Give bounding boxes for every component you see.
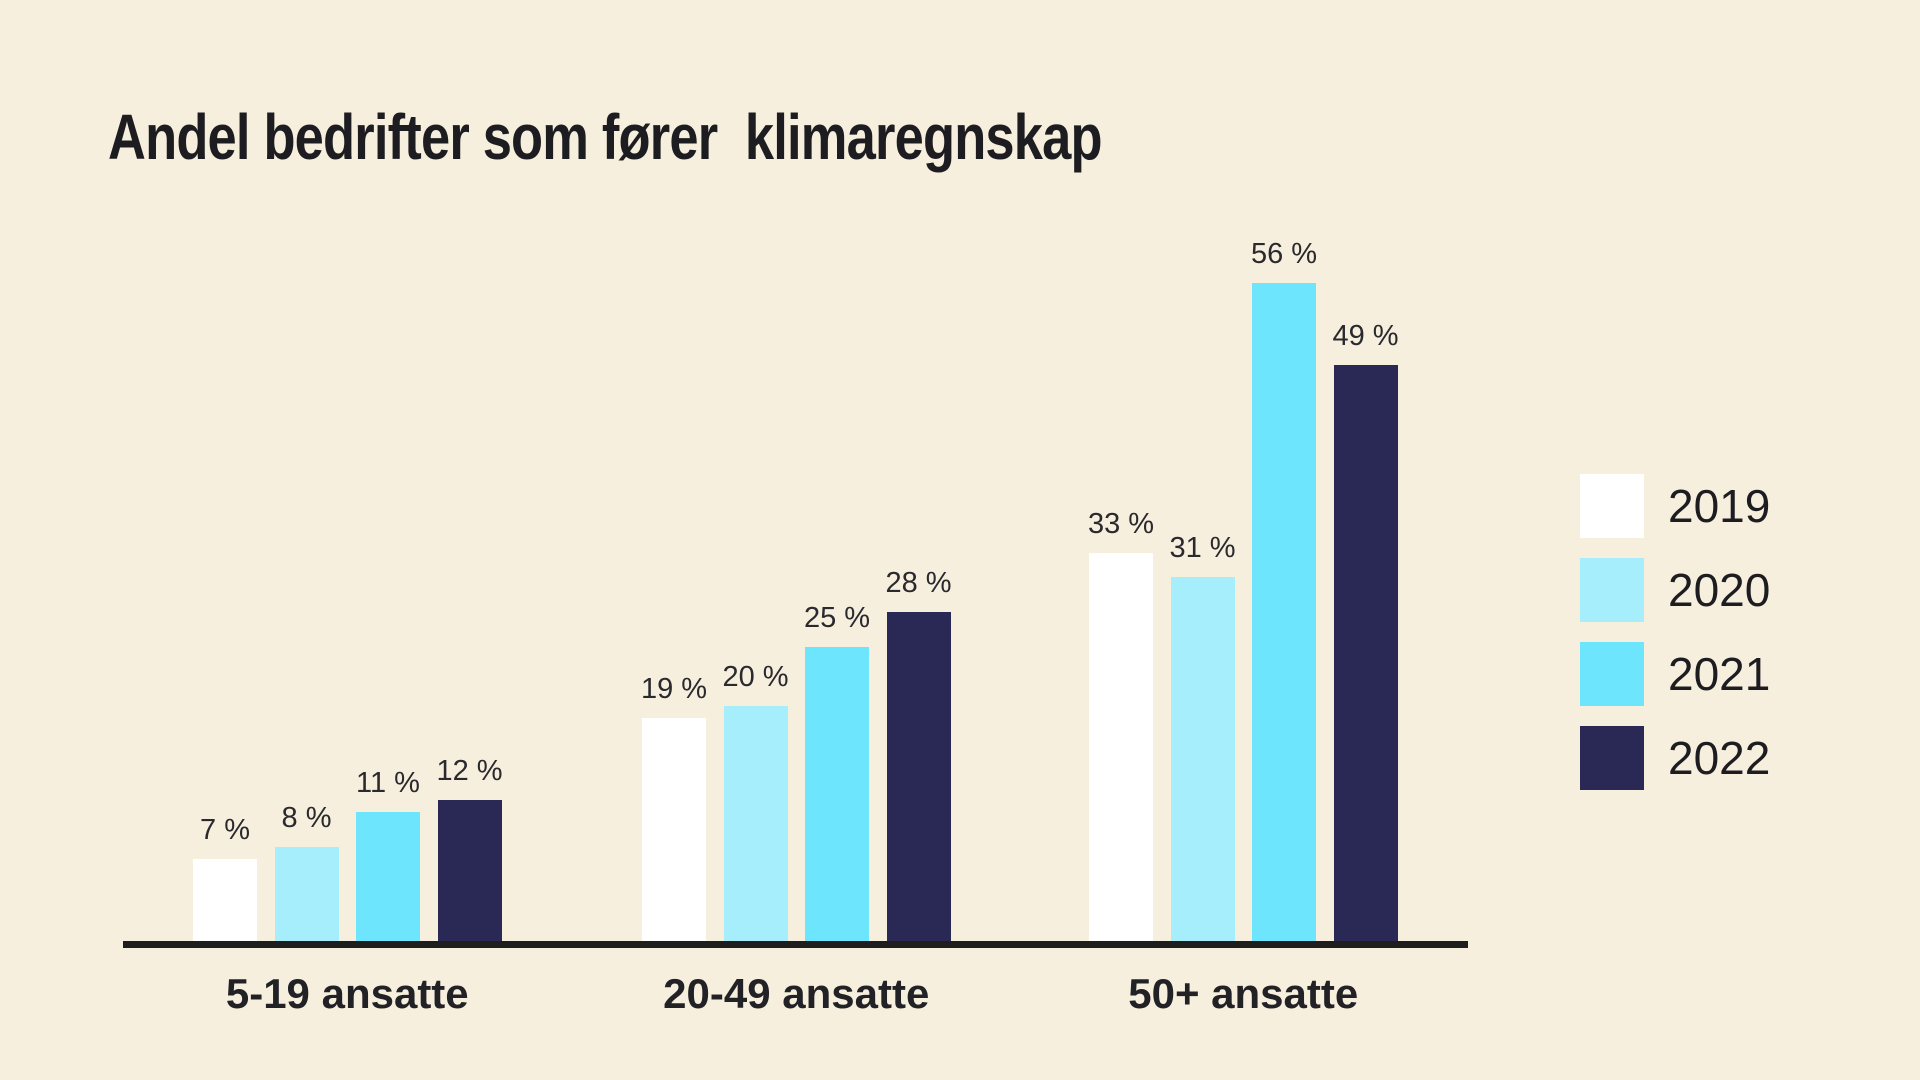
legend-label: 2019 — [1668, 480, 1771, 532]
bar-value-label: 33 % — [1087, 508, 1155, 540]
bar-value-label: 19 % — [640, 673, 708, 705]
legend-swatch — [1580, 558, 1644, 622]
legend-label: 2022 — [1668, 732, 1771, 784]
bar — [437, 800, 502, 941]
x-axis-line — [123, 941, 1468, 948]
bar — [1333, 365, 1398, 941]
bar — [193, 859, 257, 941]
bar — [886, 612, 951, 941]
bar — [805, 647, 869, 941]
legend-label: 2020 — [1668, 564, 1771, 616]
legend-label: 2021 — [1668, 648, 1771, 700]
bar — [1170, 577, 1235, 941]
bar-value-label: 20 % — [722, 661, 789, 693]
legend-swatch — [1580, 474, 1644, 538]
bar-value-label: 49 % — [1332, 320, 1399, 352]
bar-value-label: 7 % — [200, 814, 250, 846]
category-label: 5-19 ansatte — [225, 970, 469, 1017]
bar-value-label: 8 % — [281, 802, 332, 834]
chart-title: Andel bedrifter som fører klimaregnskap — [108, 101, 1103, 173]
bar-value-label: 25 % — [803, 602, 871, 634]
bar-value-label: 31 % — [1169, 532, 1236, 564]
legend-swatch — [1580, 726, 1644, 790]
bar — [1252, 283, 1316, 941]
bar-value-label: 11 % — [356, 767, 420, 799]
bar — [356, 812, 420, 941]
bar-value-label: 12 % — [436, 755, 503, 787]
bar — [1089, 553, 1153, 941]
legend-swatch — [1580, 642, 1644, 706]
category-label: 20-49 ansatte — [663, 970, 930, 1017]
bar — [723, 706, 788, 941]
bar-value-label: 28 % — [885, 567, 952, 599]
bar — [642, 718, 706, 941]
category-label: 50+ ansatte — [1128, 970, 1359, 1017]
bar-value-label: 56 % — [1250, 238, 1318, 270]
bar — [274, 847, 339, 941]
